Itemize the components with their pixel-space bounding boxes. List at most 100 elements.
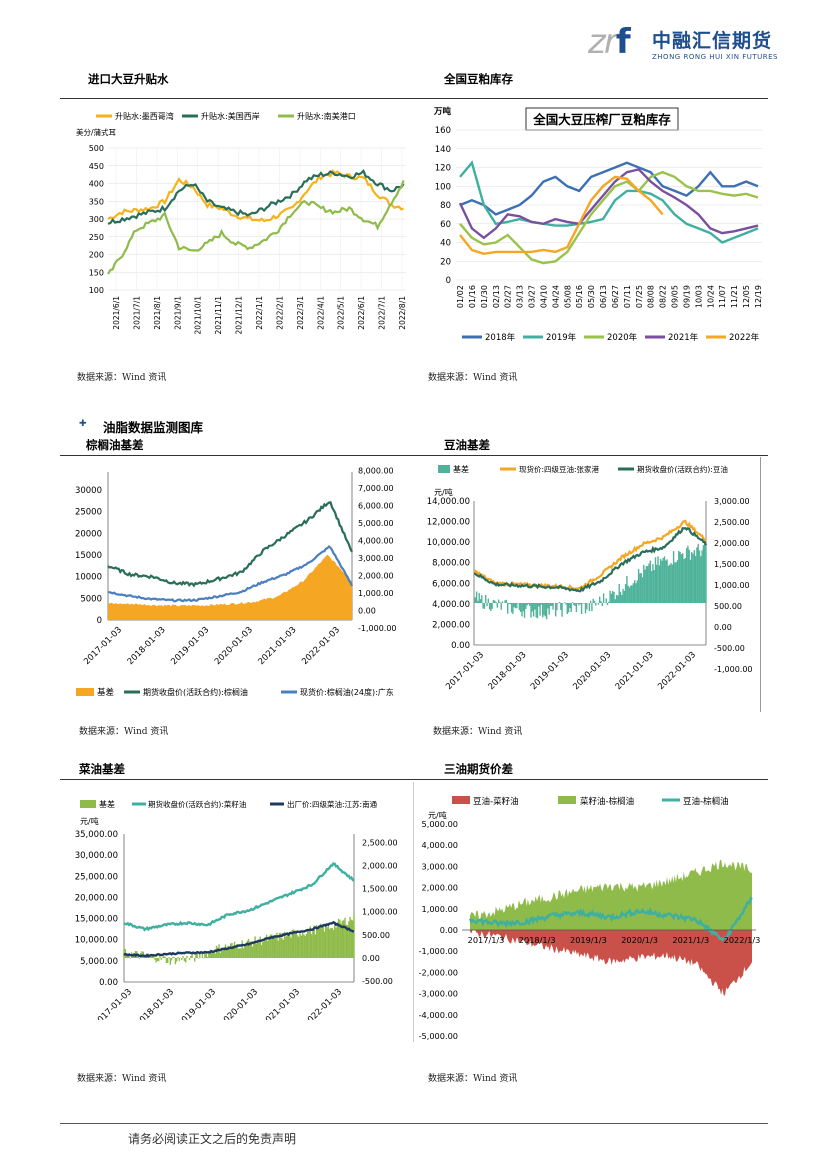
y2-tick-label: 0.00 bbox=[362, 954, 380, 963]
y-axis-label: 美分/蒲式耳 bbox=[76, 127, 117, 137]
y2-tick-label: 500.00 bbox=[714, 602, 742, 611]
x-tick-label: 2022/7/1 bbox=[378, 296, 387, 330]
series-area bbox=[108, 554, 352, 620]
x-tick-label: 02/13 bbox=[492, 285, 501, 308]
logo-mark: zrf bbox=[588, 22, 631, 62]
section-title-soy-premium: 进口大豆升贴水 bbox=[88, 72, 169, 86]
logo-en: ZHONG RONG HUI XIN FUTURES bbox=[652, 53, 778, 61]
divider bbox=[60, 98, 768, 99]
x-tick-label: 2021/11/1 bbox=[214, 296, 223, 335]
y-tick-label: 10000 bbox=[75, 573, 102, 583]
section-title-soyoil-basis: 豆油基差 bbox=[444, 438, 490, 452]
x-tick-label: 2019-01-03 bbox=[169, 625, 211, 667]
y-tick-label: -3,000.00 bbox=[419, 989, 458, 999]
x-tick-label: 2021/1/3 bbox=[672, 935, 709, 945]
y-axis-label: 元/吨 bbox=[434, 487, 453, 497]
y-tick-label: 300 bbox=[89, 215, 104, 224]
x-tick-label: 2021-01-03 bbox=[614, 650, 656, 692]
series-line bbox=[459, 160, 759, 244]
y2-tick-label: 6,000.00 bbox=[358, 502, 394, 511]
y2-tick-label: 0.00 bbox=[358, 607, 376, 616]
source-note: 数据来源：Wind 资讯 bbox=[428, 1074, 518, 1084]
x-tick-label: 2021/8/1 bbox=[153, 296, 162, 330]
x-tick-label: 2020-01-03 bbox=[218, 987, 260, 1020]
x-tick-label: 08/08 bbox=[647, 285, 656, 308]
legend-label: 2021年 bbox=[668, 332, 699, 343]
y-tick-label: 12,000.00 bbox=[427, 518, 470, 528]
series-line bbox=[468, 896, 753, 942]
y-tick-label: 10,000.00 bbox=[75, 936, 118, 946]
chart-palm-basis: 0 5000 10000 15000 20000 25000 30000 -1,000.00 0… bbox=[75, 467, 397, 699]
legend-label: 2022年 bbox=[729, 332, 760, 343]
x-tick-label: 2021-01-03 bbox=[260, 987, 302, 1020]
series-line bbox=[473, 526, 708, 593]
logo-cn: 中融汇信期货 bbox=[652, 30, 773, 52]
legend-label: 基差 bbox=[99, 799, 115, 809]
x-tick-label: 2022/3/1 bbox=[296, 296, 305, 330]
x-tick-label: 2018/1/3 bbox=[519, 935, 556, 945]
y-tick-label: 10,000.00 bbox=[427, 538, 470, 548]
y-tick-label: 2,000.00 bbox=[422, 883, 458, 893]
section-title-palm-basis: 棕榈油基差 bbox=[86, 438, 144, 452]
x-tick-label: 2021/7/1 bbox=[132, 296, 141, 330]
y2-tick-label: -500.00 bbox=[714, 644, 745, 653]
legend-swatch bbox=[76, 688, 94, 696]
y-tick-label: 2,000.00 bbox=[432, 620, 470, 630]
legend-label: 现货价:四级豆油:张家港 bbox=[519, 464, 600, 474]
x-tick-label: 05/30 bbox=[587, 285, 596, 308]
y-tick-label: 5000 bbox=[80, 594, 102, 604]
x-tick-label: 06/27 bbox=[611, 285, 620, 308]
x-tick-label: 05/08 bbox=[563, 285, 572, 308]
x-tick-label: 02/27 bbox=[504, 285, 513, 308]
chart-title: 全国大豆压榨厂豆粕库存 bbox=[532, 112, 671, 127]
x-tick-label: 2022/8/1 bbox=[398, 296, 407, 330]
y-tick-label: 60 bbox=[440, 220, 451, 230]
y-tick-label: 5,000.00 bbox=[422, 819, 458, 829]
legend-label: 出厂价:四级菜油:江苏:南通 bbox=[287, 799, 378, 809]
y2-tick-label: 1,500.00 bbox=[714, 560, 750, 569]
series-line bbox=[459, 161, 759, 216]
y-tick-label: 30000 bbox=[75, 486, 102, 496]
y-tick-label: 120 bbox=[435, 164, 451, 174]
bullet-icon: ✚ bbox=[79, 419, 87, 429]
legend-label: 豆油-棕榈油 bbox=[683, 796, 729, 807]
y2-tick-label: -500.00 bbox=[362, 977, 393, 986]
series-line bbox=[123, 862, 355, 932]
y2-tick-label: -1,000.00 bbox=[714, 665, 753, 674]
y2-tick-label: 3,000.00 bbox=[358, 554, 394, 563]
x-tick-label: 2019/1/3 bbox=[570, 935, 607, 945]
y-tick-label: -4,000.00 bbox=[419, 1010, 458, 1020]
x-tick-label: 04/24 bbox=[551, 285, 560, 308]
y-tick-label: 80 bbox=[440, 201, 451, 211]
legend-label: 2018年 bbox=[485, 332, 516, 343]
x-tick-label: 12/19 bbox=[754, 285, 763, 308]
y-tick-label: 500 bbox=[89, 144, 104, 153]
x-tick-label: 09/05 bbox=[671, 285, 680, 308]
y2-tick-label: 1,000.00 bbox=[358, 589, 394, 598]
x-tick-label: 2022/5/1 bbox=[337, 296, 346, 330]
y-tick-label: 3,000.00 bbox=[422, 861, 458, 871]
y2-tick-label: 2,000.00 bbox=[358, 572, 394, 581]
series-line bbox=[107, 180, 405, 275]
x-tick-label: 2021/9/1 bbox=[173, 296, 182, 330]
x-tick-label: 11/21 bbox=[730, 285, 739, 308]
x-tick-label: 2020-01-03 bbox=[213, 625, 255, 667]
y2-tick-label: 7,000.00 bbox=[358, 484, 394, 493]
x-tick-label: 2019-01-03 bbox=[176, 987, 218, 1020]
y-tick-label: 40 bbox=[440, 239, 451, 249]
x-tick-label: 2021-01-03 bbox=[257, 625, 299, 667]
y-tick-label: -5,000.00 bbox=[419, 1031, 458, 1041]
y2-tick-label: 4,000.00 bbox=[358, 537, 394, 546]
series-line bbox=[107, 168, 405, 225]
y-axis-label: 万吨 bbox=[433, 106, 452, 117]
x-tick-label: 12/05 bbox=[742, 285, 751, 308]
y-tick-label: 0.00 bbox=[440, 925, 458, 935]
chart-border bbox=[413, 782, 414, 1042]
x-tick-label: 05/16 bbox=[575, 285, 584, 308]
series-area bbox=[470, 859, 752, 930]
series-line bbox=[108, 545, 354, 603]
y-tick-label: -2,000.00 bbox=[419, 967, 458, 977]
x-tick-label: 10/24 bbox=[706, 285, 715, 308]
